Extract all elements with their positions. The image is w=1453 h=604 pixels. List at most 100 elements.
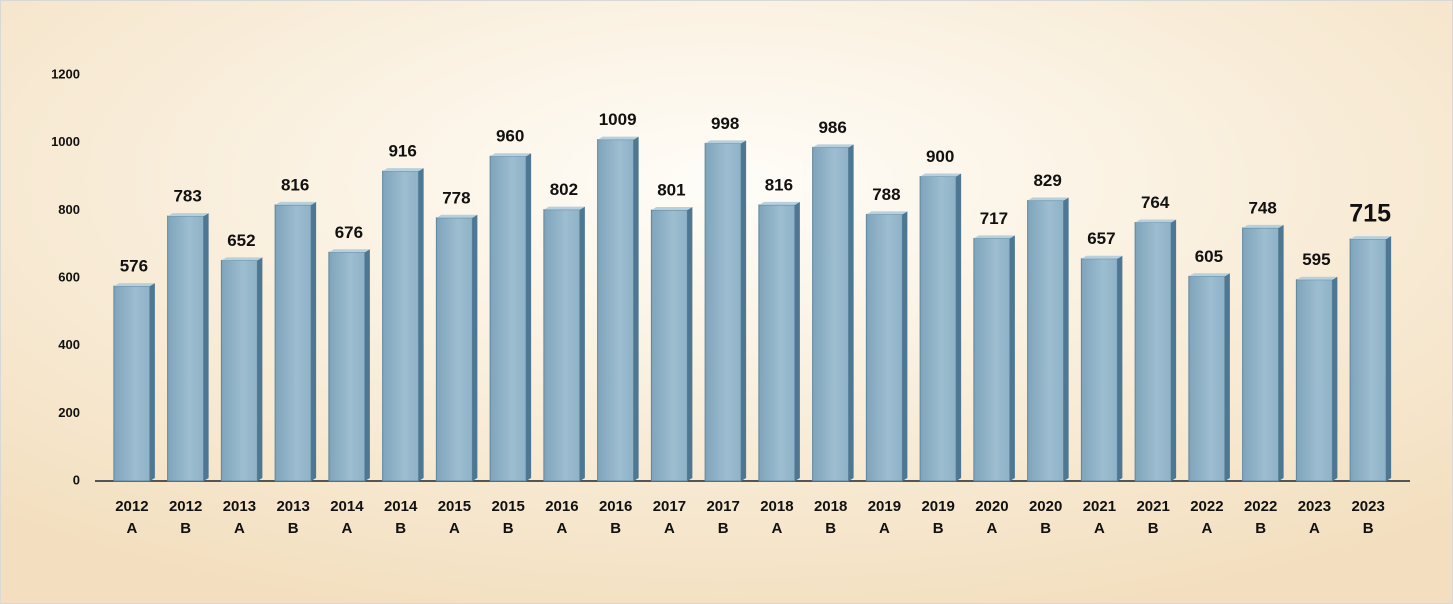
bar-front	[865, 213, 903, 482]
value-label: 960	[496, 127, 524, 146]
bar	[1134, 219, 1177, 482]
bar-front	[328, 251, 366, 482]
bar-top	[1081, 255, 1123, 259]
value-label: 783	[173, 187, 201, 206]
bar	[1188, 273, 1230, 482]
y-tick-label: 1000	[51, 134, 80, 149]
bar	[704, 140, 747, 482]
bar	[328, 249, 370, 482]
bar	[1242, 224, 1284, 482]
x-tick-label: A	[1094, 520, 1105, 537]
bar-top	[113, 283, 155, 287]
value-label: 998	[711, 114, 739, 133]
bar	[1349, 236, 1392, 482]
bar	[865, 211, 908, 482]
bar-front	[220, 259, 258, 482]
bar-front	[543, 209, 581, 482]
y-tick-label: 400	[58, 337, 80, 352]
bar-top	[436, 214, 478, 218]
bar-side	[526, 153, 532, 481]
x-tick-label: B	[503, 520, 514, 537]
x-tick-label: 2018	[760, 498, 793, 515]
value-label: 717	[980, 209, 1008, 228]
bar-side	[848, 144, 854, 482]
bar-front	[1134, 222, 1172, 482]
bar	[274, 201, 317, 482]
bar-top	[275, 201, 317, 205]
bar-top	[167, 213, 209, 217]
bar	[1080, 255, 1123, 482]
x-tick-label: A	[771, 520, 782, 537]
bar-top	[543, 206, 585, 210]
bar-front	[167, 215, 205, 482]
x-tick-label: 2021	[1083, 498, 1116, 515]
value-label: 715	[1349, 200, 1391, 228]
bar-top	[221, 257, 263, 261]
bar-front	[704, 142, 742, 482]
x-tick-label: 2015	[438, 498, 471, 515]
x-tick-label: B	[180, 520, 191, 537]
bar-front	[1027, 200, 1065, 482]
value-label: 595	[1302, 250, 1330, 269]
bar	[973, 235, 1015, 482]
x-tick-label: B	[1040, 520, 1051, 537]
bar-front	[1188, 275, 1226, 482]
x-tick-label: A	[1201, 520, 1212, 537]
x-tick-label: 2017	[653, 498, 686, 515]
x-tick-label: B	[1363, 520, 1374, 537]
bar-front	[113, 285, 151, 482]
bar-top	[1242, 224, 1284, 228]
bar-front	[919, 176, 957, 482]
bar-front	[597, 139, 635, 482]
value-label: 576	[120, 257, 148, 276]
bar-side	[633, 136, 639, 481]
bar-side	[902, 211, 908, 482]
value-label: 676	[335, 223, 363, 242]
bar-front	[812, 146, 850, 482]
x-tick-label: B	[395, 520, 406, 537]
bar	[543, 206, 585, 482]
x-tick-label: 2019	[868, 498, 901, 515]
bar-side	[149, 283, 155, 481]
bar-top	[597, 136, 639, 140]
bar-side	[579, 206, 585, 481]
bar-side	[1009, 235, 1015, 481]
bar-front	[650, 209, 688, 482]
x-tick-label: 2018	[814, 498, 847, 515]
value-label: 829	[1033, 171, 1061, 190]
bar-top	[1188, 273, 1230, 277]
x-tick-label: A	[126, 520, 137, 537]
x-tick-label: 2012	[169, 498, 202, 515]
x-tick-label: 2023	[1298, 498, 1331, 515]
value-label: 816	[765, 175, 793, 194]
x-tick-label: B	[1148, 520, 1159, 537]
x-tick-label: 2015	[491, 498, 524, 515]
x-tick-label: 2016	[599, 498, 632, 515]
bar-side	[472, 214, 478, 481]
x-tick-label: A	[879, 520, 890, 537]
bar-side	[1117, 255, 1123, 481]
bar-side	[1386, 236, 1392, 481]
x-tick-label: 2022	[1190, 498, 1223, 515]
bar-front	[1295, 279, 1333, 482]
x-tick-label: 2016	[545, 498, 578, 515]
bar-front	[1080, 258, 1118, 482]
y-tick-label: 600	[58, 269, 80, 284]
bar-side	[794, 201, 800, 482]
x-tick-label: B	[610, 520, 621, 537]
x-tick-label: 2013	[223, 498, 256, 515]
x-tick-label: 2021	[1136, 498, 1169, 515]
x-tick-label: A	[234, 520, 245, 537]
bar-side	[418, 168, 424, 481]
bar-side	[741, 140, 747, 482]
bar-top	[973, 235, 1015, 239]
bar-top	[1296, 276, 1338, 280]
bar-front	[382, 170, 420, 482]
x-tick-label: A	[1309, 520, 1320, 537]
bar-side	[956, 173, 962, 481]
x-tick-label: 2013	[276, 498, 309, 515]
x-tick-label: B	[1255, 520, 1266, 537]
bar-front	[1349, 238, 1387, 482]
